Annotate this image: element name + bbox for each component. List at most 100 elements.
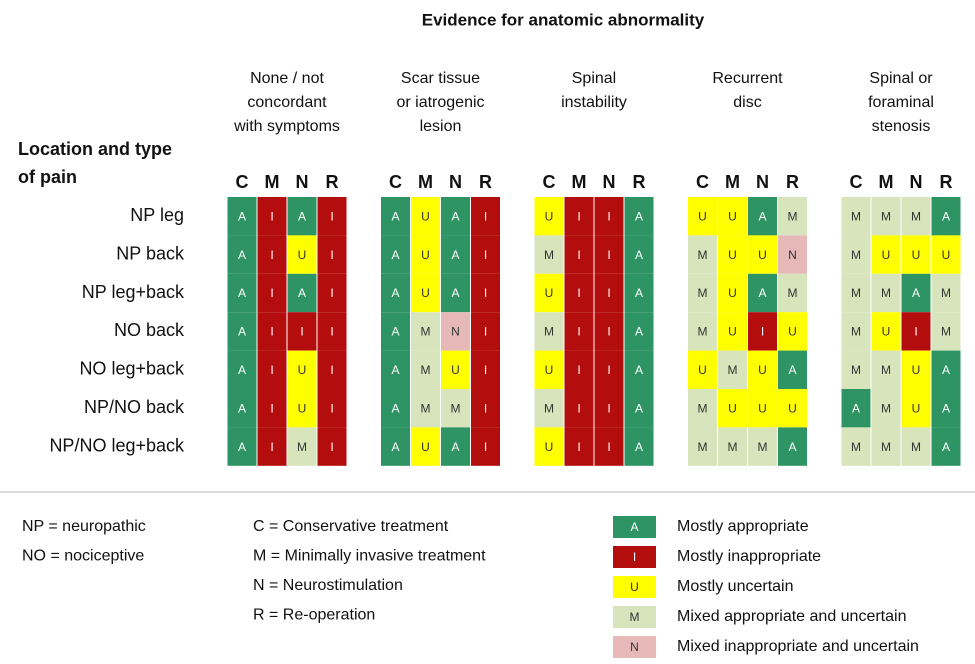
- cell-label: A: [451, 248, 459, 262]
- legend-swatch: [613, 606, 656, 628]
- cell: [441, 235, 470, 274]
- cell-label: U: [788, 325, 797, 339]
- cell-label: M: [698, 440, 708, 454]
- subcolumn-label: R: [326, 172, 339, 192]
- cell-label: U: [758, 248, 767, 262]
- cell-label: A: [635, 440, 643, 454]
- cell: [317, 273, 347, 313]
- cell-label: U: [545, 363, 554, 377]
- cell: [901, 427, 931, 466]
- cell-label: U: [698, 363, 707, 377]
- cell-label: M: [851, 209, 861, 223]
- cell: [594, 389, 624, 428]
- cell: [901, 350, 931, 389]
- cell: [287, 235, 317, 274]
- cell-label: A: [238, 286, 246, 300]
- subcolumn-label: N: [756, 172, 769, 192]
- cell-label: M: [788, 209, 798, 223]
- cell-label: I: [270, 363, 273, 377]
- cell-label: I: [607, 209, 610, 223]
- group-label: Spinal or: [869, 70, 933, 87]
- title: Evidence for anatomic abnormality: [422, 10, 705, 29]
- cell-label: M: [851, 325, 861, 339]
- cell: [778, 312, 807, 351]
- cell: [471, 427, 500, 466]
- cell: [381, 273, 410, 313]
- cell: [778, 197, 807, 236]
- cell: [381, 427, 410, 466]
- cell-label: I: [761, 325, 764, 339]
- cell-label: A: [391, 325, 399, 339]
- subcolumn-label: R: [479, 172, 492, 192]
- cell: [841, 312, 871, 351]
- cell-label: M: [851, 286, 861, 300]
- cell: [688, 312, 717, 351]
- cell: [748, 273, 777, 313]
- subcolumn-label: M: [418, 172, 433, 192]
- cell-label: N: [788, 248, 797, 262]
- cell-label: U: [545, 440, 554, 454]
- cell-label: A: [942, 363, 950, 377]
- cell: [534, 235, 564, 274]
- cell: [227, 273, 257, 313]
- cell-label: A: [391, 248, 399, 262]
- cell-label: I: [330, 440, 333, 454]
- cell: [748, 312, 777, 351]
- cell-label: N: [451, 325, 460, 339]
- cell-label: U: [912, 363, 921, 377]
- cell-label: A: [942, 209, 950, 223]
- cell-label: U: [728, 286, 737, 300]
- cell: [624, 389, 654, 428]
- cell-label: M: [758, 440, 768, 454]
- cell: [227, 389, 257, 428]
- cell: [718, 389, 747, 428]
- cell-label: A: [788, 363, 796, 377]
- cell-label: M: [788, 286, 798, 300]
- cell: [441, 389, 470, 428]
- group-label: disc: [733, 94, 761, 111]
- cell: [534, 312, 564, 351]
- cell-label: M: [544, 248, 554, 262]
- cell: [841, 197, 871, 236]
- cell-label: U: [912, 401, 921, 415]
- cell-label: A: [391, 286, 399, 300]
- subcolumn-label: N: [449, 172, 462, 192]
- subcolumn-label: R: [633, 172, 646, 192]
- subcolumn-label: C: [543, 172, 556, 192]
- cell-label: M: [881, 286, 891, 300]
- cell: [841, 273, 871, 313]
- cell: [841, 427, 871, 466]
- cell: [901, 312, 931, 351]
- cell: [594, 427, 624, 466]
- cell-label: U: [912, 248, 921, 262]
- cell: [534, 197, 564, 236]
- cell-label: M: [698, 325, 708, 339]
- cell-label: M: [941, 286, 951, 300]
- cell-label: A: [238, 440, 246, 454]
- cell-label: U: [421, 248, 430, 262]
- cell: [871, 197, 901, 236]
- subcolumn-label: M: [265, 172, 280, 192]
- cell: [287, 427, 317, 466]
- cell: [748, 427, 777, 466]
- cell: [257, 197, 287, 236]
- cell-label: M: [297, 440, 307, 454]
- row-header: Location and type: [18, 139, 172, 159]
- cell-label: M: [911, 440, 921, 454]
- subcolumn-label: C: [850, 172, 863, 192]
- cell: [471, 350, 500, 389]
- cell: [381, 389, 410, 428]
- cell-label: A: [451, 440, 459, 454]
- cell: [718, 312, 747, 351]
- cell: [718, 235, 747, 274]
- cell: [257, 427, 287, 466]
- cell: [564, 312, 594, 351]
- cell: [534, 427, 564, 466]
- cell: [227, 350, 257, 389]
- cell: [257, 312, 287, 351]
- legend-label: Mixed inappropriate and uncertain: [677, 638, 919, 655]
- cell: [901, 197, 931, 236]
- legend-label: Mostly inappropriate: [677, 548, 821, 565]
- cell: [227, 235, 257, 274]
- cell: [411, 273, 440, 313]
